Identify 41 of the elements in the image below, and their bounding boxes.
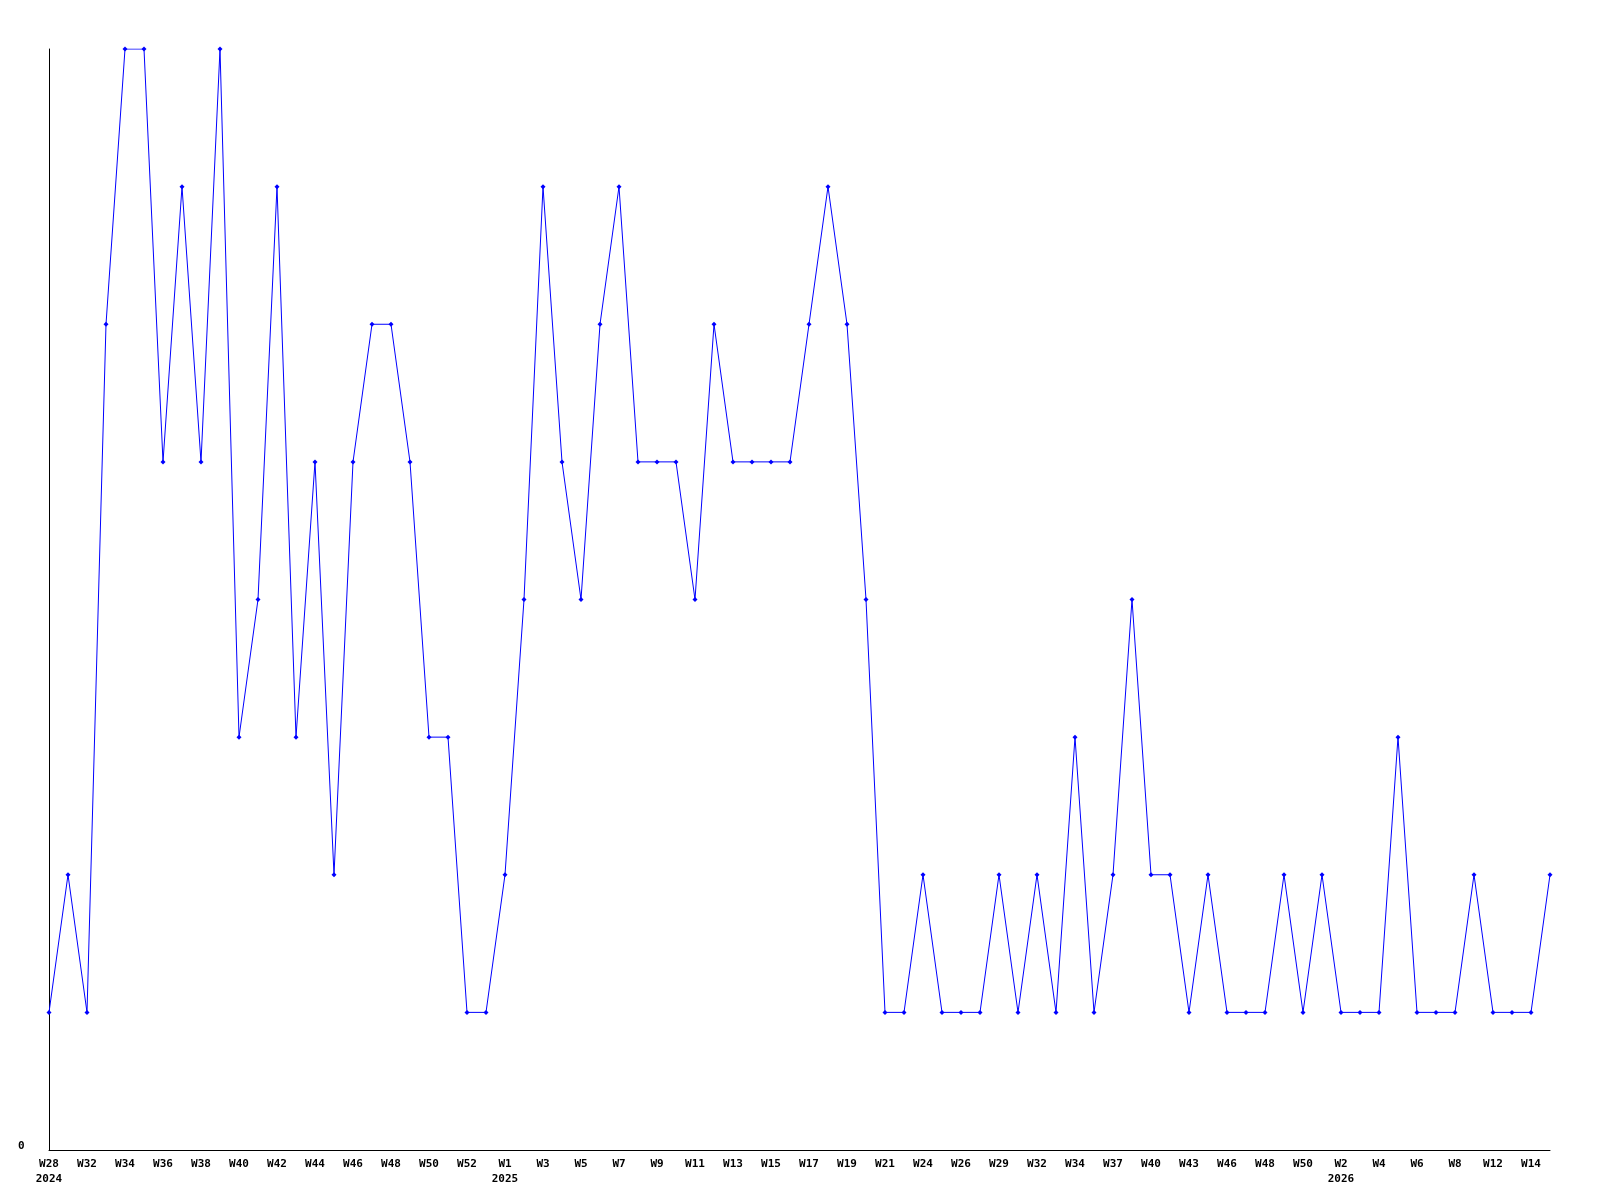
x-tick-label: W11 — [685, 1157, 706, 1170]
x-tick-label: W37 — [1103, 1157, 1123, 1170]
x-tick-label: W48 — [381, 1157, 401, 1170]
x-tick-label: W13 — [723, 1157, 743, 1170]
x-tick-label: W44 — [305, 1157, 326, 1170]
text: 0 — [18, 1139, 25, 1152]
x-tick-label: W29 — [989, 1157, 1009, 1170]
x-tick-label: W26 — [951, 1157, 972, 1170]
x-tick-label: W14 — [1521, 1157, 1542, 1170]
x-tick-label: W9 — [650, 1157, 664, 1170]
x-tick-label: W8 — [1448, 1157, 1462, 1170]
x-tick-label: W34 — [115, 1157, 136, 1170]
x-tick-label: W19 — [837, 1157, 857, 1170]
x-tick-label: W36 — [153, 1157, 174, 1170]
x-tick-label: W50 — [419, 1157, 439, 1170]
x-tick-label: W42 — [267, 1157, 287, 1170]
x-tick-label: W46 — [1217, 1157, 1238, 1170]
x-tick-label: W2 2026 — [1327, 1157, 1355, 1185]
x-tick-label: W38 — [191, 1157, 211, 1170]
x-tick-label: W1 2025 — [491, 1157, 519, 1185]
x-tick-label: W52 — [457, 1157, 477, 1170]
x-tick-label: W15 — [761, 1157, 781, 1170]
x-tick-label: W40 — [1141, 1157, 1161, 1170]
x-tick-label: W32 — [1027, 1157, 1047, 1170]
x-tick-label: W5 — [574, 1157, 588, 1170]
x-tick-label: W32 — [77, 1157, 97, 1170]
x-tick-label: W3 — [536, 1157, 550, 1170]
x-tick-label: W48 — [1255, 1157, 1275, 1170]
x-tick-label: W21 — [875, 1157, 896, 1170]
x-tick-label: W43 — [1179, 1157, 1199, 1170]
x-tick-label: W7 — [612, 1157, 626, 1170]
x-tick-label: W34 — [1065, 1157, 1086, 1170]
x-tick-label: W4 — [1372, 1157, 1386, 1170]
x-tick-label: W6 — [1410, 1157, 1424, 1170]
x-tick-label: W40 — [229, 1157, 249, 1170]
x-tick-label: W46 — [343, 1157, 364, 1170]
x-tick-label: W17 — [799, 1157, 819, 1170]
x-tick-label: W50 — [1293, 1157, 1313, 1170]
x-tick-label: W24 — [913, 1157, 934, 1170]
x-tick-label: W12 — [1483, 1157, 1503, 1170]
x-tick-label: W28 2024 — [35, 1157, 63, 1185]
